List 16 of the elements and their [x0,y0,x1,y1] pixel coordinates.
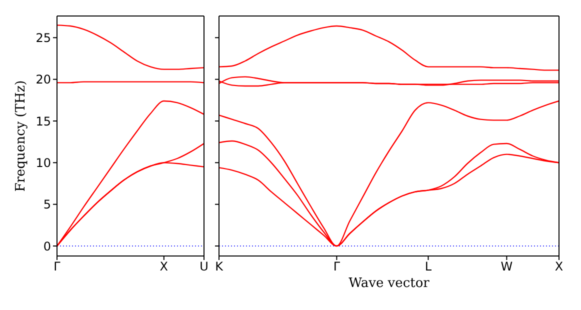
x-tick-label: W [500,260,513,274]
x-tick-label: Γ [333,260,340,274]
y-tick-label: 10 [36,156,51,170]
x-tick-label: U [200,260,208,274]
x-tick-label: X [554,260,564,274]
y-tick-label: 20 [36,72,51,87]
x-tick-label: K [215,260,224,274]
x-tick-label: Γ [54,260,61,274]
y-tick-label: 15 [36,114,51,128]
y-tick-label: 25 [36,30,51,45]
y-axis-title: Frequency (THz) [14,80,29,192]
y-tick-label: 0 [43,239,51,254]
y-tick-label: 5 [43,198,51,212]
x-tick-label: X [160,260,168,274]
x-axis-title: Wave vector [348,276,430,292]
x-tick-label: L [424,260,432,274]
